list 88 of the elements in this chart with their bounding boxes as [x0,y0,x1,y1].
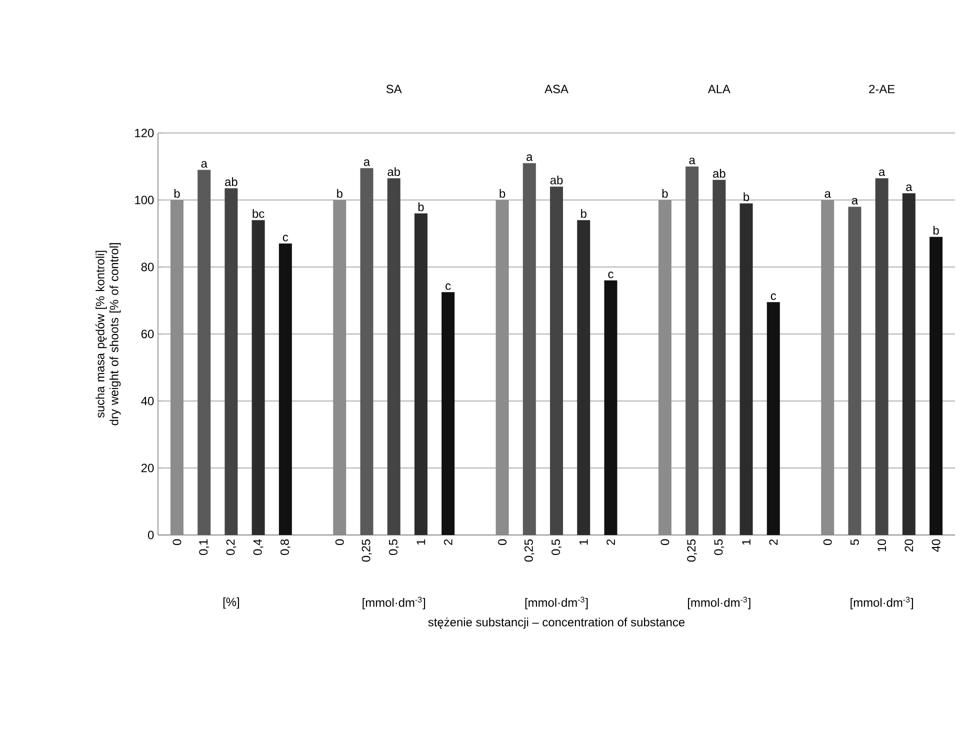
x-tick-label: 0,1 [199,539,210,555]
data-label: c [770,293,776,300]
bar [902,193,916,535]
bar [442,292,455,535]
x-tick-label: 0 [172,539,182,546]
x-tick-label: 0,25 [362,539,372,562]
x-tick-label: 0 [823,539,832,546]
x-tick-label: 1 [416,539,426,545]
x-tick-label: 20 [904,539,914,552]
data-label: ab [388,167,400,176]
data-label: b [418,202,424,212]
data-label: bc [252,209,264,218]
bar [278,244,292,535]
text: [mmol·dm$^{-3}$] [525,596,588,610]
data-label: a [878,169,886,176]
bar [712,180,726,535]
text: [mmol·dm$^{-3}$] [362,596,426,610]
y-tick-label: 40 [141,396,154,406]
data-label: b [337,189,342,198]
bar [224,188,238,535]
x-tick-label: 0,4 [253,539,264,555]
bar [414,213,428,535]
x-tick-label: 0 [660,539,670,546]
data-label: ab [713,168,726,178]
data-label: b [933,226,939,235]
data-label: a [526,154,533,161]
x-tick-label: 2 [769,539,778,545]
data-label: c [608,272,614,278]
data-label: ab [550,176,563,184]
y-tick-label: 60 [141,330,154,338]
data-label: a [364,159,370,166]
text: [mmol·dm$^{-3}$] [688,596,750,610]
x-tick-label: 40 [932,539,940,552]
data-label: a [689,158,696,164]
data-label: ab [225,177,238,186]
text: ASA [544,84,568,94]
text: 2-AE [869,84,895,94]
bar [766,302,780,535]
x-tick-label: 0,25 [687,539,697,562]
x-tick-label: 0,2 [226,539,236,555]
bar [740,203,753,535]
text: ALA [708,84,730,94]
data-label: a [906,184,912,192]
y-tick-label: 100 [135,196,154,204]
data-label: c [446,283,451,290]
bar [522,163,536,535]
data-label: b [500,189,506,198]
bar [848,206,862,535]
x-tick-label: 0 [335,539,344,546]
data-label: b [581,209,586,218]
x-tick-label: 2 [606,539,615,545]
bar [198,170,211,535]
x-tick-label: 0,5 [388,539,399,555]
x-tick-label: 0,5 [714,539,724,555]
x-tick-label: 2 [444,539,452,545]
bar [604,280,618,535]
data-label: b [744,192,750,202]
bar [875,178,888,535]
x-tick-label: 10 [878,539,886,552]
x-axis-title: stężenie substancji – concentration of substance [428,618,685,629]
bar [577,220,590,535]
text: [%] [223,597,239,609]
data-label: a [852,198,858,204]
bar [686,166,699,535]
data-label: b [174,189,180,198]
text: [mmol·dm$^{-3}$] [850,596,913,610]
data-label: a [201,161,208,168]
data-label: c [282,234,288,242]
bar [930,236,943,535]
data-label: a [824,191,831,198]
x-tick-label: 0,5 [552,539,562,555]
bar [387,178,400,535]
text: SA [386,84,402,94]
bar [360,168,374,535]
y-tick-label: 80 [141,262,154,272]
y-tick-label: 20 [141,464,154,472]
data-label: b [662,189,668,198]
y-tick-label: 0 [148,530,154,540]
x-tick-label: 1 [580,539,588,545]
x-tick-label: 0 [498,539,507,546]
x-tick-label: 0,25 [524,539,534,562]
x-tick-label: 5 [850,539,859,546]
x-tick-label: 1 [742,539,750,545]
bar [550,186,564,535]
y-axis-title: sucha masa pędów [% kontroli] dry weight of shoots [% of control] [95,243,121,426]
bar [252,220,265,535]
x-tick-label: 0,8 [280,539,290,555]
y-tick-label: 120 [135,128,154,138]
